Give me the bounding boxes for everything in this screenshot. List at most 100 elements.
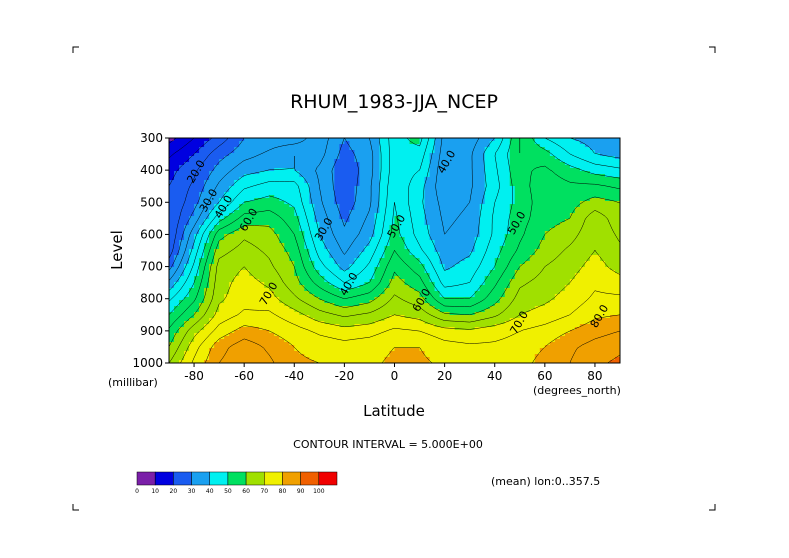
contour-cell	[444, 270, 451, 274]
contour-cell	[324, 156, 330, 160]
contour-cell	[579, 189, 586, 193]
contour-cell	[599, 141, 606, 145]
contour-cell	[534, 189, 541, 193]
contour-cell	[554, 177, 561, 181]
contour-cell	[534, 216, 541, 220]
contour-cell	[414, 246, 421, 250]
contour-cell	[174, 267, 180, 271]
contour-cell	[594, 198, 601, 202]
contour-cell	[384, 261, 391, 265]
contour-cell	[409, 276, 416, 280]
contour-cell	[239, 261, 245, 265]
contour-cell	[454, 234, 461, 238]
contour-cell	[329, 192, 335, 196]
contour-cell	[404, 153, 411, 157]
contour-cell	[534, 300, 541, 304]
contour-cell	[474, 237, 481, 241]
contour-cell	[294, 264, 300, 268]
contour-cell	[504, 171, 511, 175]
contour-cell	[589, 213, 596, 217]
contour-cell	[559, 270, 566, 274]
contour-cell	[479, 183, 486, 187]
contour-cell	[614, 162, 620, 166]
contour-cell	[389, 144, 396, 148]
contour-cell	[374, 231, 381, 235]
contour-cell	[289, 252, 295, 256]
contour-cell	[494, 195, 501, 199]
contour-cell	[199, 213, 205, 217]
contour-cell	[434, 156, 441, 160]
contour-cell	[339, 168, 345, 172]
contour-cell	[369, 252, 376, 256]
contour-cell	[559, 285, 566, 289]
contour-cell	[489, 195, 496, 199]
contour-cell	[479, 270, 486, 274]
contour-cell	[454, 171, 461, 175]
contour-cell	[224, 219, 230, 223]
contour-cell	[439, 258, 446, 262]
contour-cell	[589, 240, 596, 244]
contour-cell	[529, 150, 536, 154]
contour-cell	[229, 228, 235, 232]
contour-cell	[574, 237, 581, 241]
contour-cell	[359, 150, 366, 154]
contour-cell	[444, 153, 451, 157]
contour-cell	[594, 201, 601, 205]
contour-cell	[234, 192, 240, 196]
contour-cell	[329, 285, 335, 289]
contour-cell	[399, 240, 406, 244]
contour-cell	[184, 249, 190, 253]
contour-cell	[469, 216, 476, 220]
contour-cell	[529, 252, 536, 256]
contour-cell	[574, 285, 581, 289]
contour-cell	[574, 288, 581, 292]
contour-cell	[439, 225, 446, 229]
contour-cell	[474, 216, 481, 220]
contour-cell	[614, 225, 620, 229]
contour-cell	[549, 216, 556, 220]
contour-cell	[354, 201, 361, 205]
contour-cell	[444, 210, 451, 214]
contour-cell	[589, 168, 596, 172]
contour-cell	[394, 189, 401, 193]
contour-cell	[509, 222, 516, 226]
contour-cell	[504, 279, 511, 283]
contour-cell	[574, 150, 581, 154]
contour-cell	[184, 264, 190, 268]
contour-cell	[509, 237, 516, 241]
contour-cell	[399, 213, 406, 217]
contour-cell	[304, 243, 310, 247]
contour-cell	[454, 291, 461, 295]
contour-cell	[194, 303, 200, 307]
contour-cell	[379, 138, 386, 142]
contour-cell	[254, 285, 260, 289]
contour-cell	[199, 285, 205, 289]
contour-cell	[329, 276, 335, 280]
contour-cell	[429, 267, 436, 271]
contour-cell	[454, 282, 461, 286]
contour-cell	[524, 216, 531, 220]
contour-cell	[379, 300, 386, 304]
contour-cell	[264, 189, 270, 193]
contour-cell	[494, 210, 501, 214]
contour-cell	[414, 186, 421, 190]
contour-cell	[394, 213, 401, 217]
contour-cell	[294, 186, 300, 190]
contour-cell	[179, 240, 185, 244]
contour-cell	[344, 246, 350, 250]
contour-cell	[304, 138, 310, 142]
contour-cell	[539, 273, 546, 277]
contour-cell	[179, 249, 185, 253]
contour-cell	[299, 168, 305, 172]
contour-cell	[199, 273, 205, 277]
contour-cell	[489, 192, 496, 196]
contour-cell	[584, 189, 591, 193]
contour-cell	[479, 267, 486, 271]
contour-cell	[364, 300, 371, 304]
contour-cell	[214, 279, 220, 283]
contour-cell	[604, 243, 611, 247]
contour-cell	[514, 153, 521, 157]
contour-cell	[244, 282, 250, 286]
contour-cell	[274, 171, 280, 175]
contour-cell	[374, 207, 381, 211]
